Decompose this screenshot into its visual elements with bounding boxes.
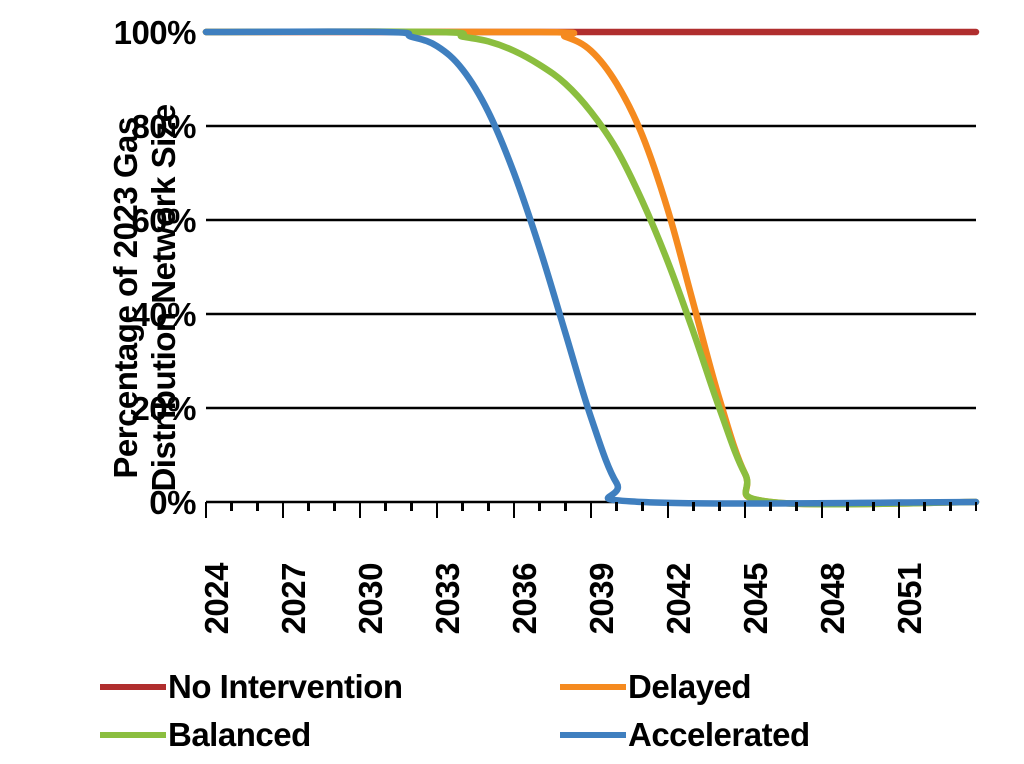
y-tick-label: 40% (131, 296, 196, 334)
x-minor-tick (384, 502, 387, 511)
x-tick-label: 2042 (660, 563, 698, 683)
x-tick-label: 2036 (506, 563, 544, 683)
x-major-tick (436, 502, 439, 518)
x-minor-tick (718, 502, 721, 511)
legend-item: Balanced (100, 716, 520, 754)
legend-swatch (560, 684, 626, 691)
y-tick-label: 100% (114, 14, 196, 52)
x-tick-label: 2027 (275, 563, 313, 683)
legend-label: No Intervention (168, 668, 403, 706)
x-minor-tick (307, 502, 310, 511)
x-minor-tick (692, 502, 695, 511)
plot-svg (206, 32, 976, 502)
x-minor-tick (923, 502, 926, 511)
x-tick-label: 2039 (583, 563, 621, 683)
x-minor-tick (641, 502, 644, 511)
legend-swatch (560, 732, 626, 739)
legend-label: Balanced (168, 716, 311, 754)
x-minor-tick (975, 502, 978, 511)
chart-container: Percentage of 2023 Gas Distribution Netw… (0, 0, 1024, 764)
x-tick-label: 2024 (198, 563, 236, 683)
y-tick-label: 20% (131, 390, 196, 428)
x-minor-tick (615, 502, 618, 511)
x-minor-tick (564, 502, 567, 511)
legend-label: Delayed (628, 668, 751, 706)
legend-item: Delayed (560, 668, 980, 706)
x-major-tick (282, 502, 285, 518)
x-major-tick (205, 502, 208, 518)
y-tick-label: 80% (131, 108, 196, 146)
x-major-tick (359, 502, 362, 518)
x-minor-tick (769, 502, 772, 511)
legend-label: Accelerated (628, 716, 810, 754)
x-minor-tick (487, 502, 490, 511)
x-tick-label: 2051 (891, 563, 929, 683)
y-tick-label: 0% (149, 484, 196, 522)
series-line (206, 32, 976, 504)
legend-item: No Intervention (100, 668, 520, 706)
series-line (206, 32, 976, 505)
legend-swatch (100, 732, 166, 739)
x-tick-label: 2033 (429, 563, 467, 683)
x-tick-label: 2045 (737, 563, 775, 683)
legend-swatch (100, 684, 166, 691)
x-minor-tick (795, 502, 798, 511)
x-minor-tick (333, 502, 336, 511)
x-minor-tick (872, 502, 875, 511)
x-minor-tick (949, 502, 952, 511)
x-minor-tick (410, 502, 413, 511)
x-major-tick (590, 502, 593, 518)
x-minor-tick (538, 502, 541, 511)
y-tick-label: 60% (131, 202, 196, 240)
x-major-tick (821, 502, 824, 518)
x-major-tick (667, 502, 670, 518)
x-minor-tick (230, 502, 233, 511)
x-major-tick (898, 502, 901, 518)
x-minor-tick (461, 502, 464, 511)
x-minor-tick (256, 502, 259, 511)
legend-item: Accelerated (560, 716, 980, 754)
x-tick-label: 2030 (352, 563, 390, 683)
x-axis-ticks: 2024202720302033203620392042204520482051 (206, 540, 976, 670)
x-tick-label: 2048 (814, 563, 852, 683)
x-major-tick (513, 502, 516, 518)
legend: No Intervention Delayed Balanced Accelerate… (100, 668, 980, 754)
x-minor-tick (846, 502, 849, 511)
x-major-tick (744, 502, 747, 518)
series-line (206, 32, 976, 505)
plot-area (206, 32, 976, 502)
